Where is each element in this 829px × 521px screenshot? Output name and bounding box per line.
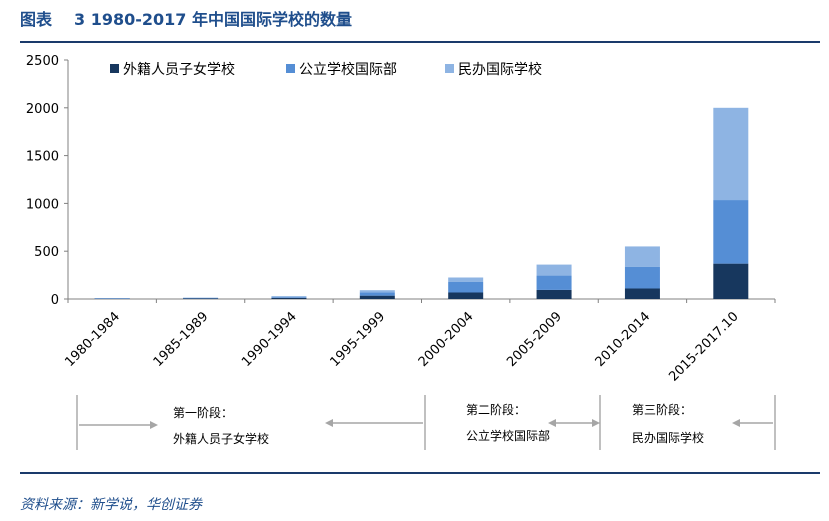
stage-3-title: 第三阶段：	[632, 402, 692, 417]
y-tick-label: 1500	[26, 150, 59, 165]
x-tick-label: 2000-2004	[416, 309, 477, 370]
legend-swatch	[286, 64, 295, 73]
y-tick-label: 500	[34, 245, 59, 260]
bar-segment-3	[624, 246, 660, 267]
figure-title: 图表 3 1980-2017 年中国国际学校的数量	[20, 6, 352, 30]
bar-segment-3	[94, 298, 130, 299]
stage-2-arrow	[548, 419, 600, 427]
x-tick-label: 2015-2017.10	[666, 309, 741, 384]
legend-swatch	[110, 64, 119, 73]
bar-segment-1	[624, 288, 660, 299]
x-tick-label: 1990-1994	[239, 309, 300, 370]
x-tick-label: 1980-1984	[62, 309, 123, 370]
bar-segment-2	[271, 297, 307, 298]
bar-segment-2	[448, 281, 484, 293]
legend-item-2: 公立学校国际部	[286, 61, 397, 78]
chart-bars	[94, 107, 749, 299]
bar-segment-1	[271, 297, 307, 299]
bar-segment-3	[183, 297, 219, 299]
stage-3-arrow	[732, 419, 773, 427]
stage-1-arrow-left	[79, 421, 158, 429]
x-tick-label: 2010-2014	[593, 309, 654, 370]
y-tick-label: 1000	[26, 197, 59, 212]
chart-tick-labels: 0 500 1000 1500 2000 2500 1980-1984 1985-1989 19…	[26, 54, 742, 385]
bar-segment-1	[448, 292, 484, 299]
x-tick-label: 1985-1989	[151, 309, 212, 370]
chart-legend: 外籍人员子女学校 公立学校国际部 民办国际学校	[110, 61, 542, 78]
x-tick-label: 2005-2009	[504, 309, 565, 370]
y-tick-label: 2000	[26, 102, 59, 117]
y-tick-label: 0	[51, 293, 59, 308]
bar-segment-3	[271, 296, 307, 298]
figure-label: 图表	[20, 10, 53, 29]
bar-segment-3	[359, 290, 395, 293]
bar-segment-2	[359, 292, 395, 296]
source-note: 资料来源：新学说，华创证券	[20, 497, 202, 513]
stage-timeline: 第一阶段： 外籍人员子女学校 第二阶段： 公立学校国际部 第三阶段： 民办国际学…	[76, 395, 776, 450]
bar-segment-1	[359, 295, 395, 299]
bar-segment-1	[536, 289, 572, 299]
bar-segment-3	[448, 277, 484, 282]
bottom-rule	[20, 472, 820, 474]
legend-item-1: 外籍人员子女学校	[110, 61, 235, 78]
figure-number-title: 3 1980-2017 年中国国际学校的数量	[74, 10, 352, 29]
bar-segment-3	[536, 264, 572, 276]
stage-2-title: 第二阶段：	[466, 402, 526, 417]
x-tick-label: 1995-1999	[327, 309, 388, 370]
bar-segment-1	[183, 298, 219, 299]
legend-label: 公立学校国际部	[299, 61, 397, 78]
bar-segment-2	[713, 200, 749, 264]
bar-segment-2	[536, 275, 572, 290]
legend-label: 外籍人员子女学校	[123, 61, 235, 78]
stage-1-title: 第一阶段：	[173, 405, 233, 420]
stage-1-arrow-right	[325, 419, 423, 427]
legend-swatch	[445, 64, 454, 73]
bar-segment-1	[713, 263, 749, 299]
bar-segment-3	[713, 107, 749, 201]
chart-axes	[64, 59, 776, 303]
stage-3-desc: 民办国际学校	[632, 430, 704, 445]
y-tick-label: 2500	[26, 54, 59, 69]
bar-segment-2	[624, 266, 660, 289]
legend-item-3: 民办国际学校	[445, 61, 542, 78]
top-rule	[20, 41, 820, 43]
stage-1-desc: 外籍人员子女学校	[173, 431, 269, 446]
stage-2-desc: 公立学校国际部	[466, 428, 550, 443]
legend-label: 民办国际学校	[458, 61, 542, 78]
